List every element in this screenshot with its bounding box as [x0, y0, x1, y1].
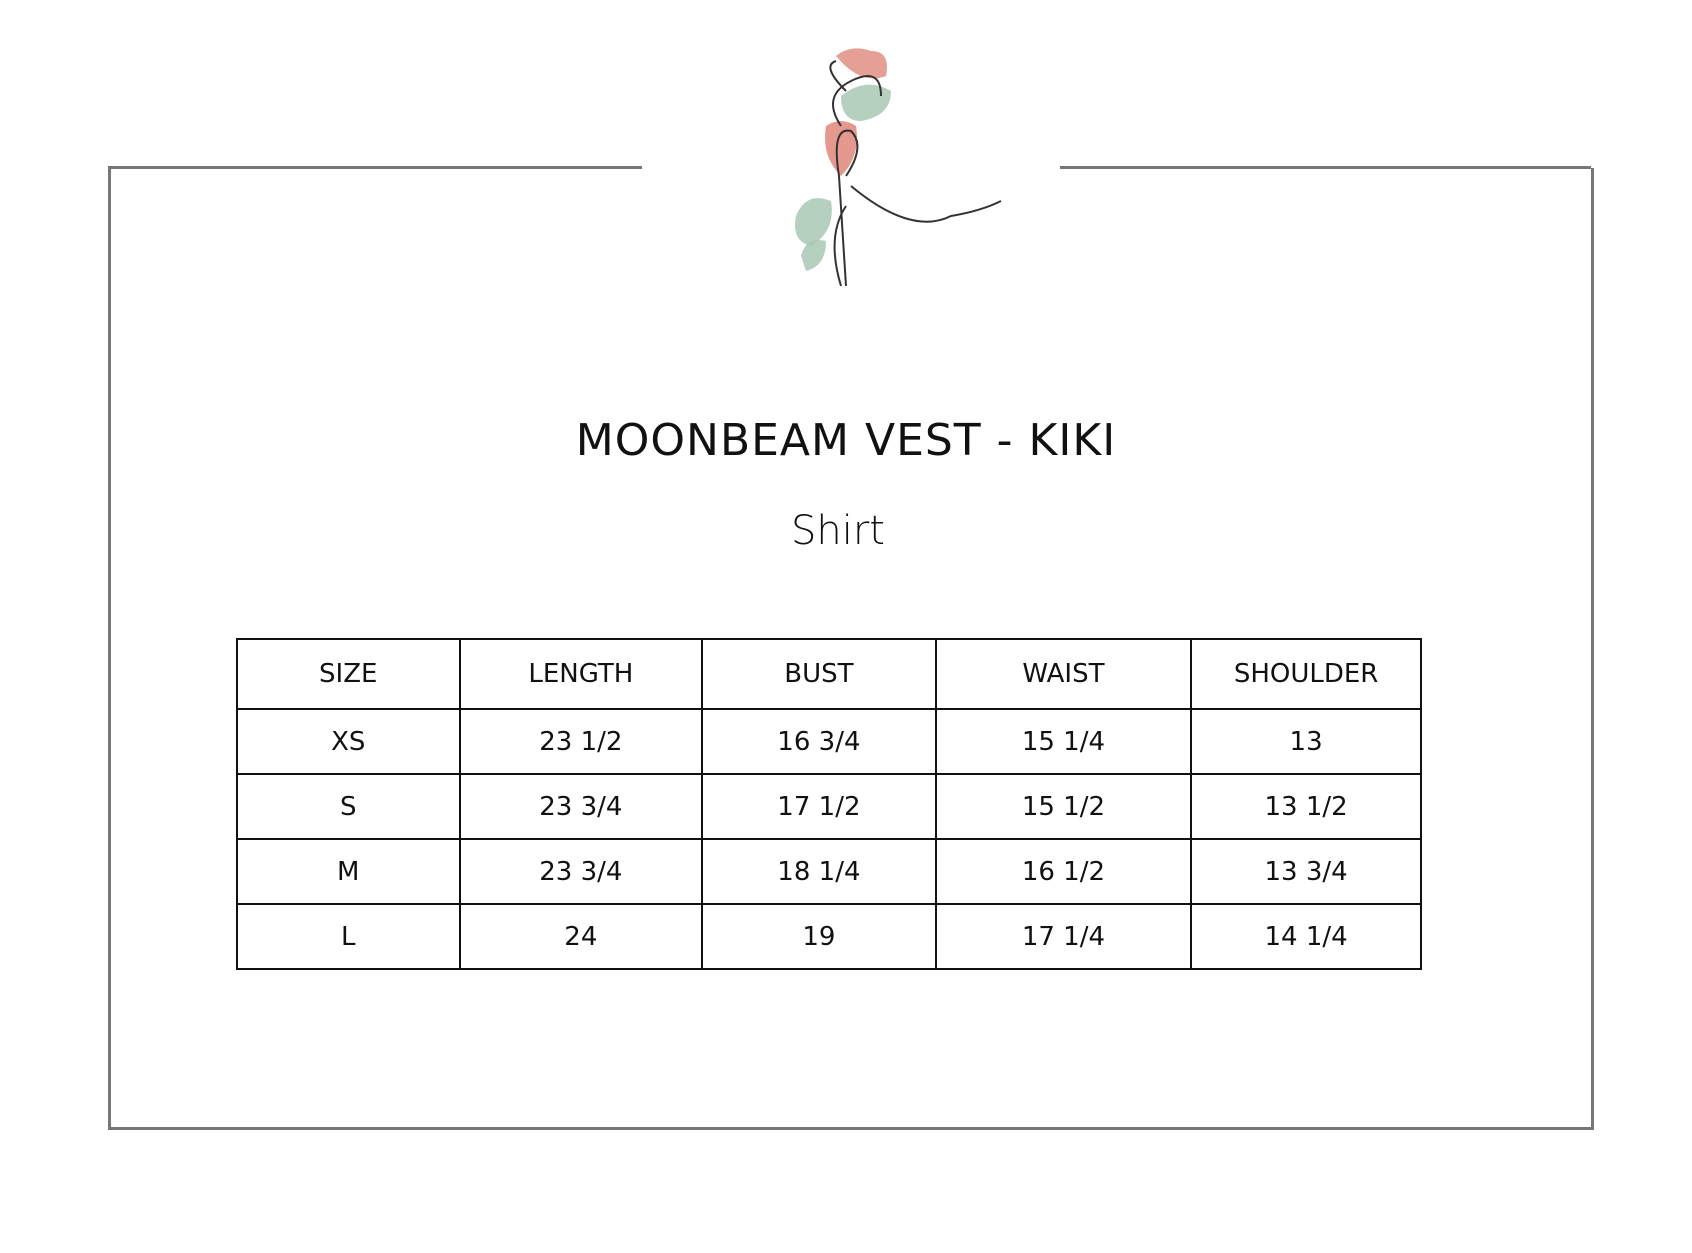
table-row: M 23 3/4 18 1/4 16 1/2 13 3/4 [236, 838, 1422, 905]
header-bust: BUST [701, 638, 937, 710]
page-subtitle: Shirt [791, 508, 885, 554]
cell-bust: 17 1/2 [701, 773, 937, 840]
brand-logo [651, 36, 1051, 321]
cell-length: 24 [458, 903, 704, 970]
header-shoulder: SHOULDER [1190, 638, 1422, 710]
page-title: MOONBEAM VEST - KIKI [575, 415, 1117, 466]
cell-bust: 16 3/4 [701, 708, 937, 775]
size-chart-table: SIZE LENGTH BUST WAIST SHOULDER XS 23 1/… [236, 638, 1422, 970]
cell-shoulder: 14 1/4 [1190, 903, 1422, 970]
header-length: LENGTH [458, 638, 704, 710]
cell-shoulder: 13 1/2 [1190, 773, 1422, 840]
table-row: L 24 19 17 1/4 14 1/4 [236, 903, 1422, 970]
cell-waist: 16 1/2 [934, 838, 1193, 905]
cell-waist: 17 1/4 [934, 903, 1193, 970]
table-row: XS 23 1/2 16 3/4 15 1/4 13 [236, 708, 1422, 775]
cell-bust: 19 [701, 903, 937, 970]
cell-waist: 15 1/4 [934, 708, 1193, 775]
table-row: S 23 3/4 17 1/2 15 1/2 13 1/2 [236, 773, 1422, 840]
cell-length: 23 3/4 [458, 838, 704, 905]
cell-size: M [236, 838, 461, 905]
cell-shoulder: 13 [1190, 708, 1422, 775]
header-waist: WAIST [934, 638, 1193, 710]
frame-top-left [108, 166, 642, 169]
cell-bust: 18 1/4 [701, 838, 937, 905]
table-header-row: SIZE LENGTH BUST WAIST SHOULDER [236, 638, 1422, 710]
cell-shoulder: 13 3/4 [1190, 838, 1422, 905]
header-size: SIZE [236, 638, 461, 710]
cell-length: 23 3/4 [458, 773, 704, 840]
cell-length: 23 1/2 [458, 708, 704, 775]
cell-waist: 15 1/2 [934, 773, 1193, 840]
cell-size: S [236, 773, 461, 840]
cell-size: XS [236, 708, 461, 775]
frame-border [108, 168, 1594, 1130]
rose-icon [795, 48, 1002, 287]
frame-top-right [1060, 166, 1591, 169]
cell-size: L [236, 903, 461, 970]
